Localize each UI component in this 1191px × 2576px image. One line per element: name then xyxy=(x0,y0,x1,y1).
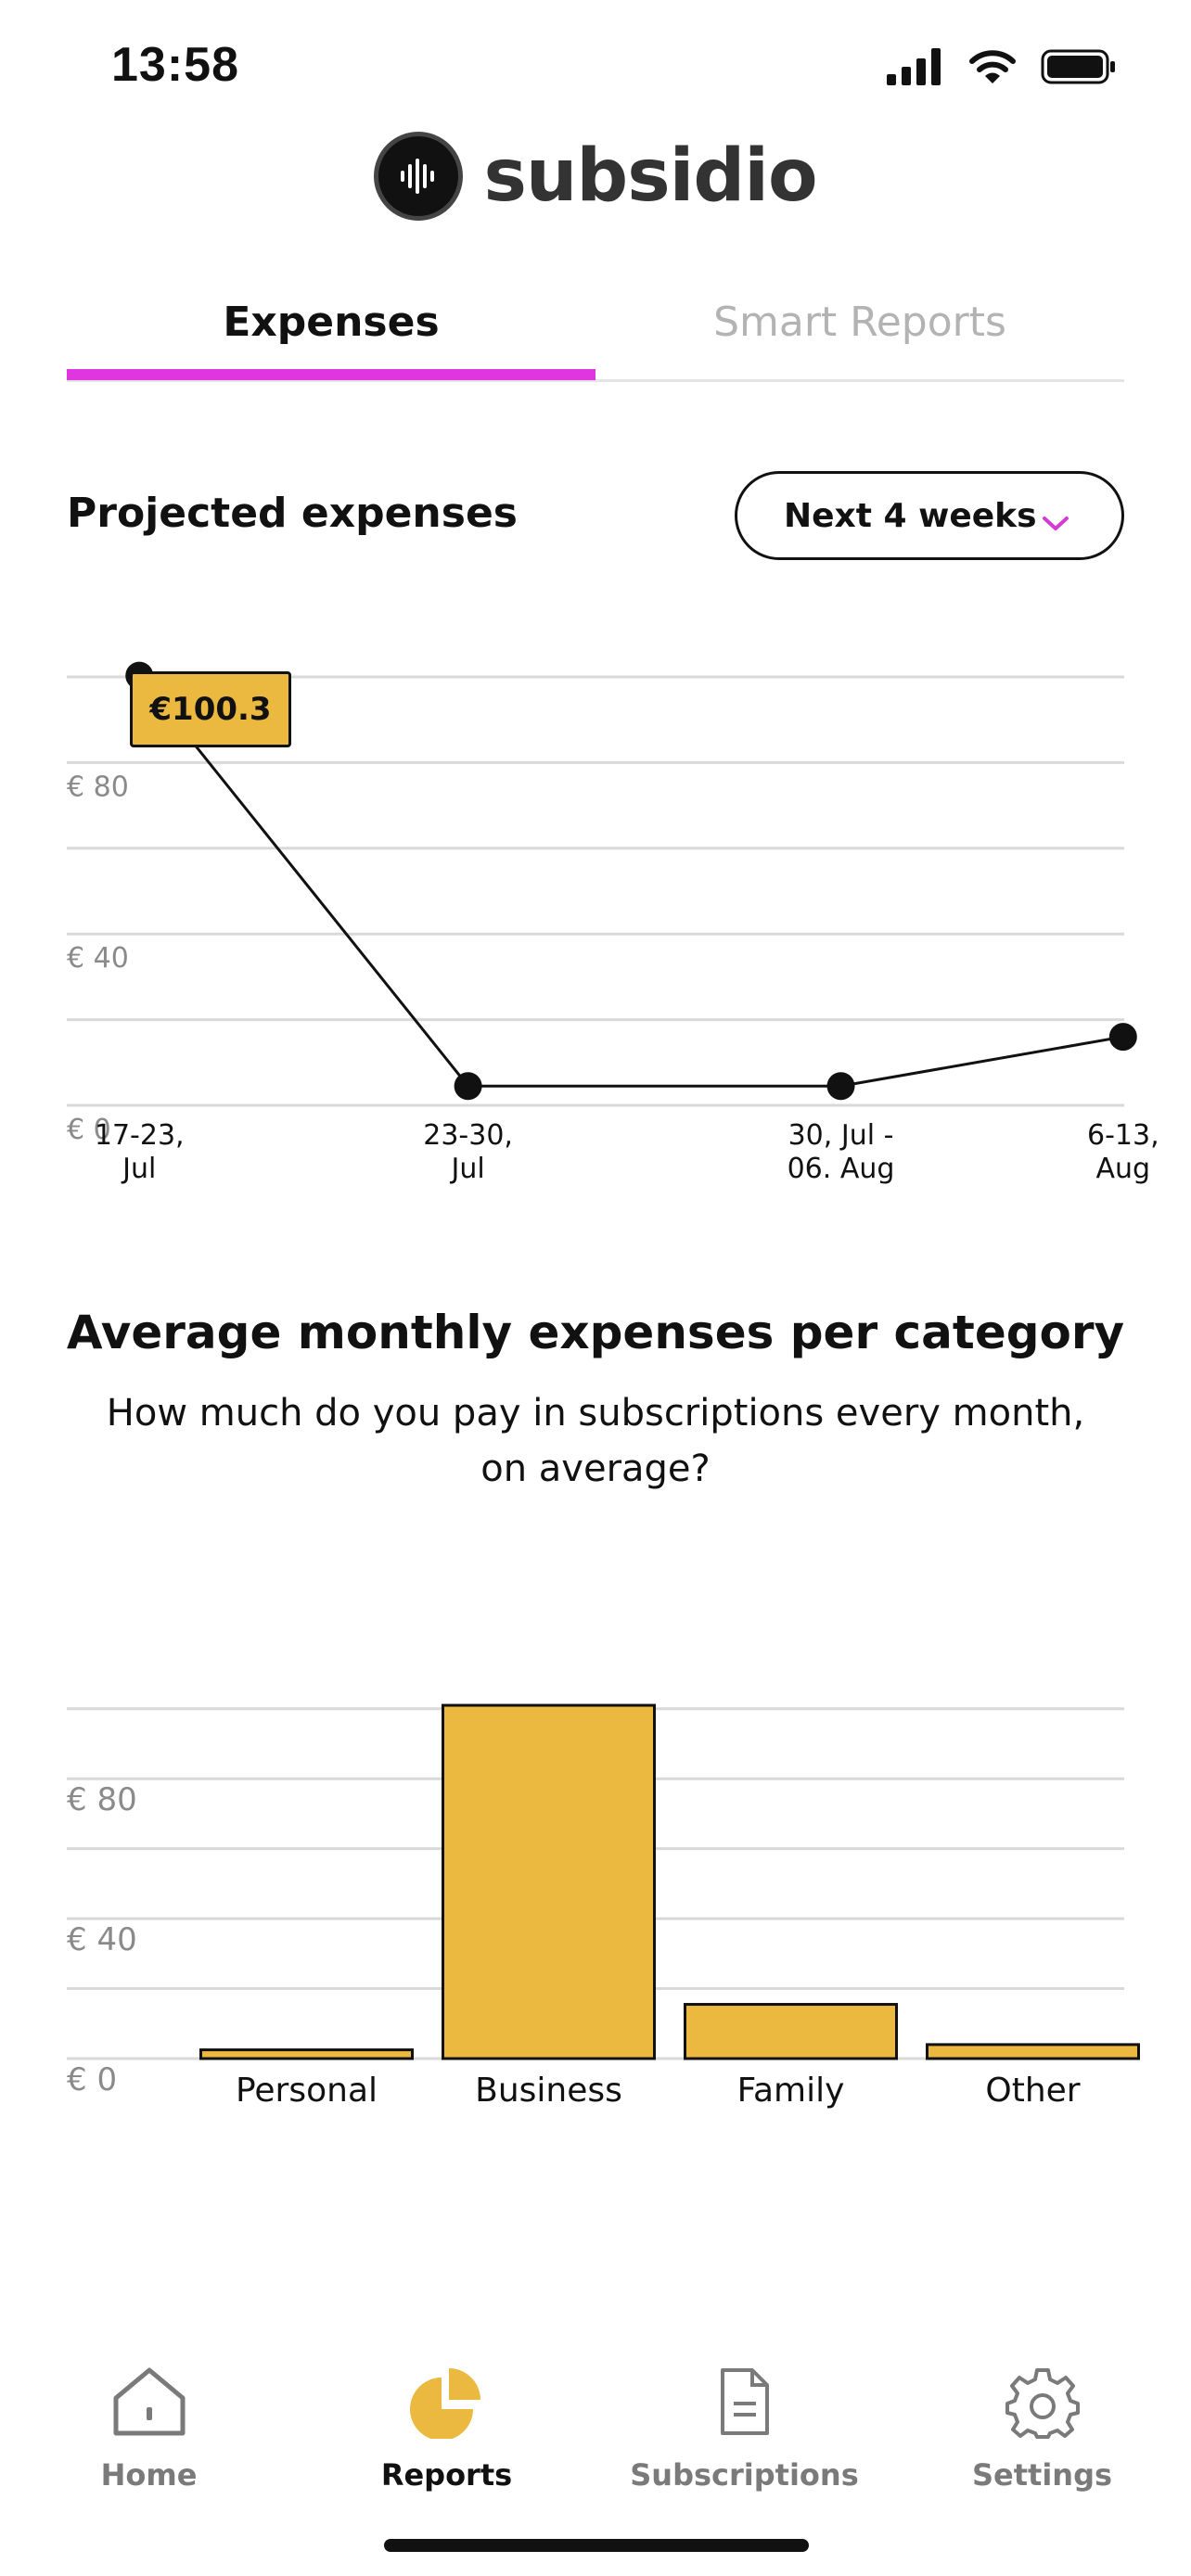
x-tick-label: Other xyxy=(985,2072,1080,2110)
value-tooltip: €100.3 xyxy=(130,671,291,747)
battery-icon xyxy=(1041,48,1117,89)
period-dropdown-value: Next 4 weeks xyxy=(784,496,1037,535)
data-point xyxy=(826,1072,855,1101)
data-point xyxy=(454,1072,482,1101)
brand-name: subsidio xyxy=(483,134,817,218)
y-tick-label: € 80 xyxy=(67,771,129,803)
document-icon xyxy=(596,2355,893,2448)
status-bar: 13:58 xyxy=(0,0,1191,139)
tab-expenses[interactable]: Expenses xyxy=(223,299,440,346)
x-tick-label: 6-13, xyxy=(1087,1119,1159,1152)
x-tick-label: 23-30, xyxy=(423,1119,513,1152)
average-expenses-subtitle: How much do you pay in subscriptions eve… xyxy=(106,1392,1085,1490)
x-tick-label: Aug xyxy=(1096,1153,1151,1185)
nav-subscriptions-label: Subscriptions xyxy=(630,2457,859,2493)
status-time: 13:58 xyxy=(111,38,239,92)
report-tabs: Expenses Smart Reports xyxy=(67,278,1124,382)
series-line xyxy=(138,674,1124,1088)
chevron-down-icon xyxy=(1042,504,1069,542)
y-tick-label: € 40 xyxy=(67,942,129,975)
nav-reports[interactable]: Reports xyxy=(298,2355,596,2493)
x-tick-label: Family xyxy=(737,2072,845,2110)
x-tick-label: Jul xyxy=(450,1153,485,1185)
gear-icon xyxy=(893,2355,1191,2448)
y-tick-label: € 40 xyxy=(67,1921,137,1958)
bar xyxy=(442,1703,656,2060)
x-tick-label: 06. Aug xyxy=(788,1153,895,1185)
tab-smart-reports[interactable]: Smart Reports xyxy=(713,299,1006,346)
x-tick-label: Jul xyxy=(121,1153,156,1185)
bottom-navigation: Home Reports Subscriptions xyxy=(0,2355,1191,2522)
pie-chart-icon xyxy=(298,2355,596,2448)
home-indicator xyxy=(384,2539,809,2552)
x-tick-label: 17-23, xyxy=(95,1119,185,1152)
nav-reports-label: Reports xyxy=(380,2457,513,2493)
wifi-icon xyxy=(968,48,1017,89)
soundwave-logo-icon xyxy=(374,132,464,221)
nav-home-label: Home xyxy=(100,2457,198,2493)
category-expenses-chart: € 0 € 40 € 80 Personal Business Family Other xyxy=(67,1703,1140,2110)
nav-settings-label: Settings xyxy=(971,2457,1113,2493)
nav-settings[interactable]: Settings xyxy=(893,2355,1191,2493)
bar xyxy=(926,2043,1140,2060)
signal-icon xyxy=(887,48,944,89)
period-dropdown[interactable]: Next 4 weeks xyxy=(735,471,1124,560)
nav-subscriptions[interactable]: Subscriptions xyxy=(596,2355,893,2493)
active-tab-indicator xyxy=(67,369,596,380)
x-tick-label: Personal xyxy=(236,2072,378,2110)
bar xyxy=(199,2048,414,2060)
x-tick-label: Business xyxy=(475,2072,622,2110)
data-point xyxy=(1108,1023,1137,1052)
app-brand: subsidio xyxy=(0,130,1191,223)
x-tick-label: 30, Jul - xyxy=(788,1119,894,1152)
status-icons xyxy=(887,48,1117,89)
y-tick-label: € 0 xyxy=(67,1114,111,1146)
y-tick-label: € 80 xyxy=(67,1781,137,1818)
projected-expenses-title: Projected expenses xyxy=(67,490,518,537)
home-icon xyxy=(0,2355,298,2448)
bar xyxy=(684,2003,898,2060)
nav-home[interactable]: Home xyxy=(0,2355,298,2493)
average-expenses-title: Average monthly expenses per category xyxy=(66,1306,1125,1359)
y-tick-label: € 0 xyxy=(67,2061,117,2098)
